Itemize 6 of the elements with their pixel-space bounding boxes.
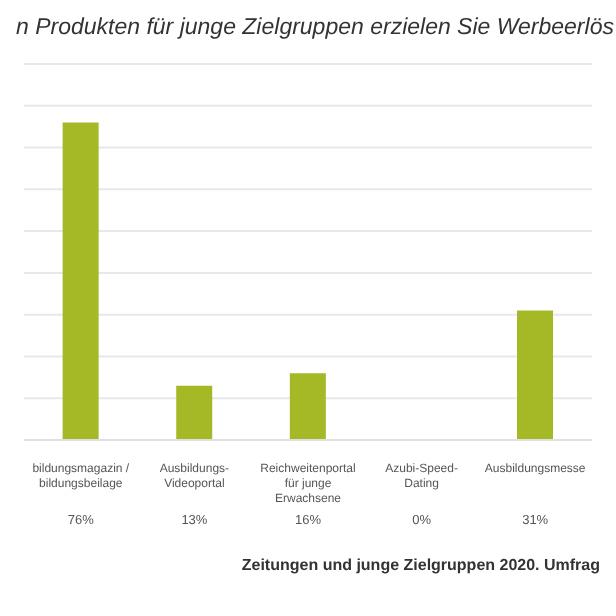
- bar: [289, 373, 326, 440]
- bar: [176, 385, 213, 440]
- text: Zeitungen und junge Zielgruppen 2020. Umfrag: [239, 556, 600, 574]
- bar: [517, 310, 554, 440]
- chart-title: n Produkten für junge Zielgruppen erzielen Sie Werbeerlös: [16, 16, 614, 40]
- bar: [62, 122, 99, 440]
